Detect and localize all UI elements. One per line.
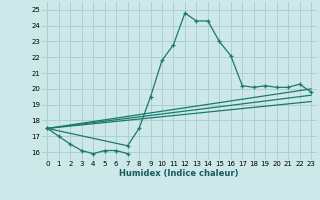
X-axis label: Humidex (Indice chaleur): Humidex (Indice chaleur) [119, 169, 239, 178]
